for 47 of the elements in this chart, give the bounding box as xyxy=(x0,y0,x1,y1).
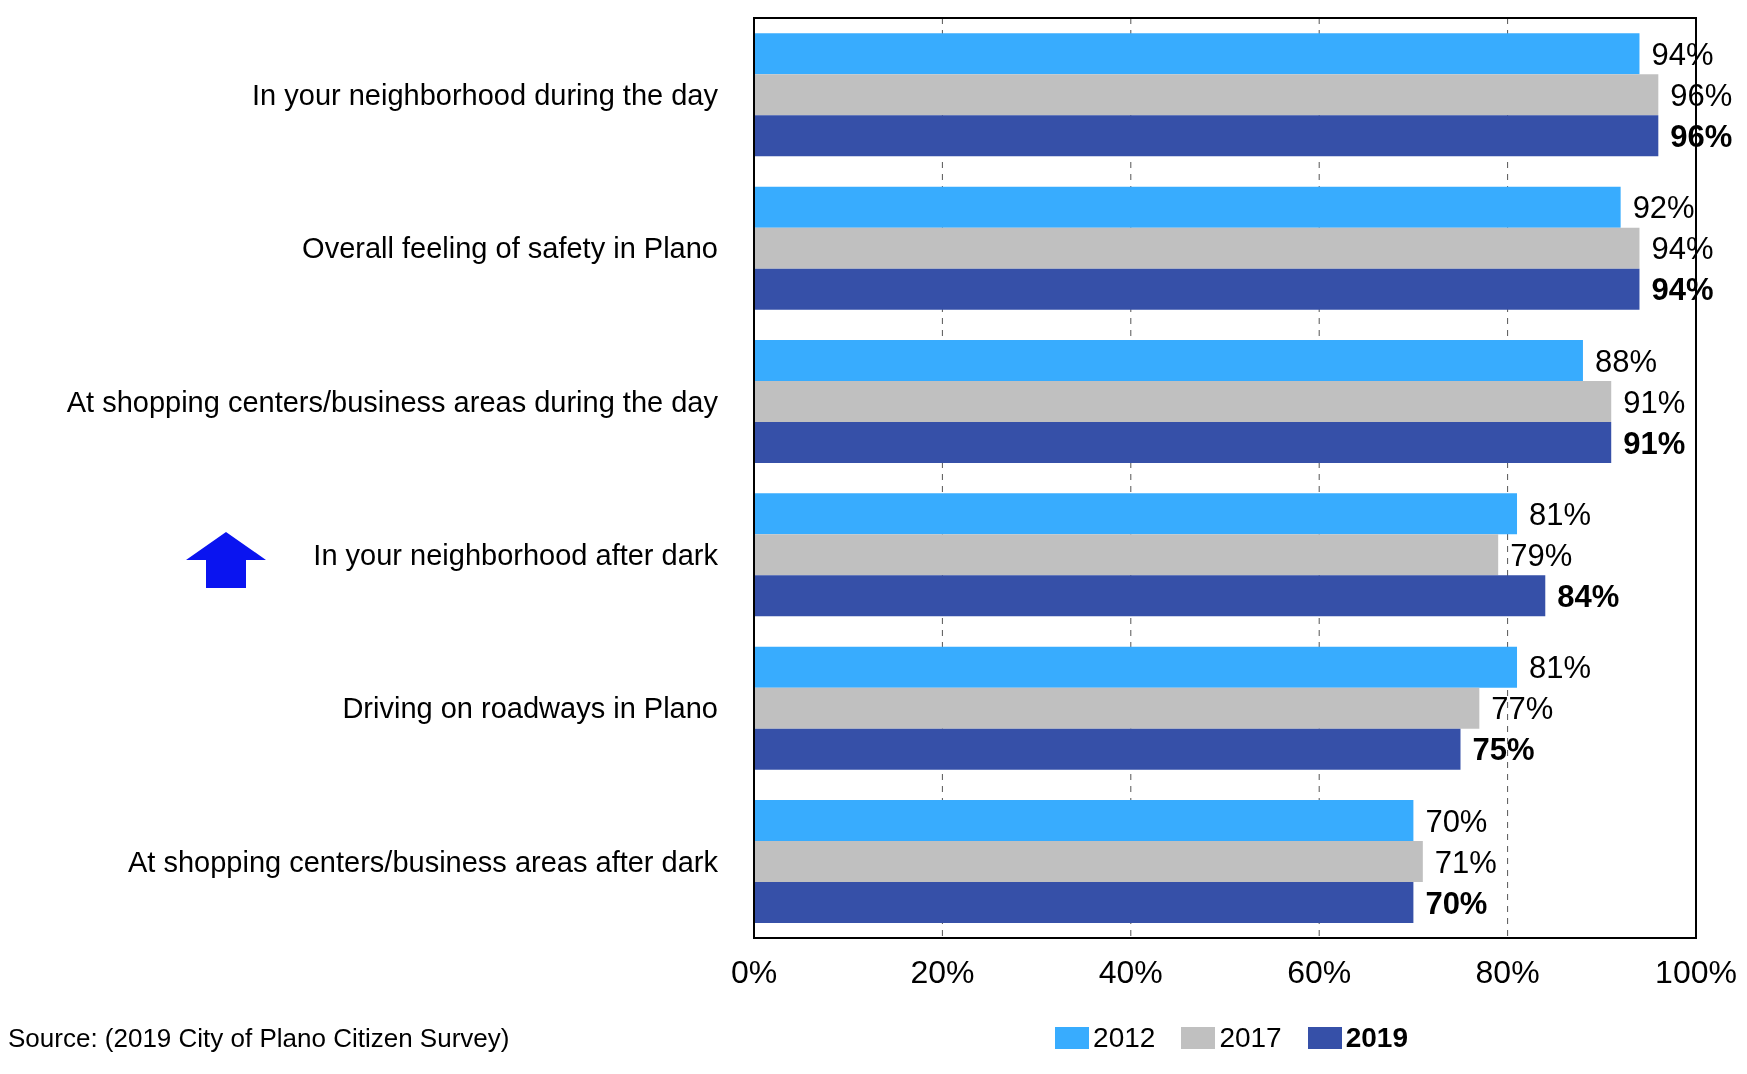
data-label: 81% xyxy=(1529,650,1592,686)
bar xyxy=(754,534,1499,576)
data-label: 70% xyxy=(1425,885,1488,921)
data-label: 88% xyxy=(1594,343,1658,379)
x-tick-label: 100% xyxy=(1655,953,1737,990)
y-tick-label: In your neighborhood after dark xyxy=(313,538,719,571)
bar xyxy=(754,381,1612,422)
bar xyxy=(754,728,1461,770)
data-label: 91% xyxy=(1623,425,1686,461)
data-label: 91% xyxy=(1623,384,1686,420)
bar xyxy=(754,493,1518,535)
data-label: 84% xyxy=(1557,578,1620,614)
bar xyxy=(754,268,1640,310)
bar xyxy=(754,227,1640,269)
data-label: 75% xyxy=(1472,732,1535,768)
x-tick-label: 0% xyxy=(730,953,778,990)
data-label: 70% xyxy=(1425,803,1488,839)
data-label: 79% xyxy=(1510,537,1573,573)
bar xyxy=(754,33,1640,75)
x-tick-label: 60% xyxy=(1287,953,1352,990)
bar xyxy=(754,74,1659,116)
y-tick-label: At shopping centers/business areas during the day xyxy=(66,385,719,418)
bar xyxy=(754,575,1546,617)
bar xyxy=(754,340,1583,381)
source-note: Source: (2019 City of Plano Citizen Survey) xyxy=(8,1022,510,1053)
y-tick-label: At shopping centers/business areas after dark xyxy=(128,845,719,878)
legend-label: 2019 xyxy=(1344,1022,1408,1054)
bar xyxy=(754,882,1414,923)
data-label: 81% xyxy=(1529,496,1592,532)
data-label: 71% xyxy=(1434,844,1497,880)
x-tick-label: 40% xyxy=(1098,953,1163,990)
bar xyxy=(754,115,1659,157)
x-tick-label: 20% xyxy=(910,953,975,990)
bar xyxy=(754,841,1423,882)
bar xyxy=(754,646,1518,688)
bar xyxy=(754,186,1621,228)
legend-label: 2012 xyxy=(1092,1022,1156,1054)
y-tick-label: Driving on roadways in Plano xyxy=(342,692,718,725)
y-tick-label: In your neighborhood during the day xyxy=(252,78,719,111)
bar xyxy=(754,800,1414,841)
data-label: 92% xyxy=(1632,190,1695,226)
legend-label: 2017 xyxy=(1218,1022,1282,1054)
y-tick-label: Overall feeling of safety in Plano xyxy=(302,232,718,265)
bar xyxy=(754,422,1612,463)
x-tick-label: 80% xyxy=(1475,953,1540,990)
bar xyxy=(754,687,1480,729)
data-label: 77% xyxy=(1491,691,1554,727)
